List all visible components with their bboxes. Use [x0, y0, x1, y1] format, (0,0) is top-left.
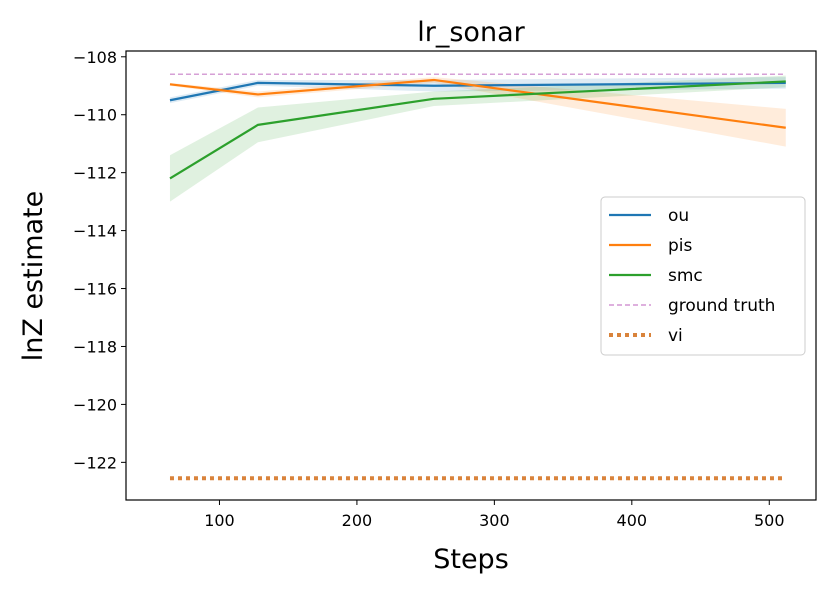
y-tick-label: −120: [73, 395, 117, 414]
legend-box: [600, 196, 806, 356]
y-tick-label: −114: [73, 222, 117, 241]
chart-title: lr_sonar: [417, 17, 525, 48]
x-axis-label: Steps: [433, 544, 509, 575]
series-line-smc: [169, 80, 786, 180]
series-line-pis: [169, 78, 786, 129]
x-tick-label: 100: [204, 511, 235, 530]
y-axis-ticks: −122 −120 −118 −116 −114 −112 −110 −108: [73, 48, 126, 472]
y-tick-label: −108: [73, 48, 117, 67]
legend-label-vi: vi: [668, 326, 683, 346]
x-tick-label: 200: [342, 511, 373, 530]
y-tick-label: −122: [73, 453, 117, 472]
series-lines: [169, 73, 786, 481]
legend-label-pis: pis: [668, 236, 693, 256]
x-tick-label: 400: [617, 511, 648, 530]
y-axis-label: lnZ estimate: [18, 191, 49, 362]
band-smc: [169, 75, 786, 202]
y-tick-label: −118: [73, 337, 117, 356]
plot-frame: [125, 50, 817, 501]
y-tick-label: −112: [73, 164, 117, 183]
legend-items: ou pis smc ground truth vi: [609, 206, 775, 346]
y-tick-label: −116: [73, 280, 117, 299]
series-line-ou: [169, 81, 786, 102]
legend-label-ou: ou: [668, 206, 689, 226]
x-axis-ticks: 100 200 300 400 500: [204, 500, 785, 530]
legend-label-ground-truth: ground truth: [668, 296, 775, 316]
y-tick-label: −110: [73, 106, 117, 125]
legend-label-smc: smc: [668, 266, 703, 286]
x-tick-label: 300: [479, 511, 510, 530]
x-tick-label: 500: [754, 511, 785, 530]
legend: ou pis smc ground truth vi: [600, 196, 806, 356]
